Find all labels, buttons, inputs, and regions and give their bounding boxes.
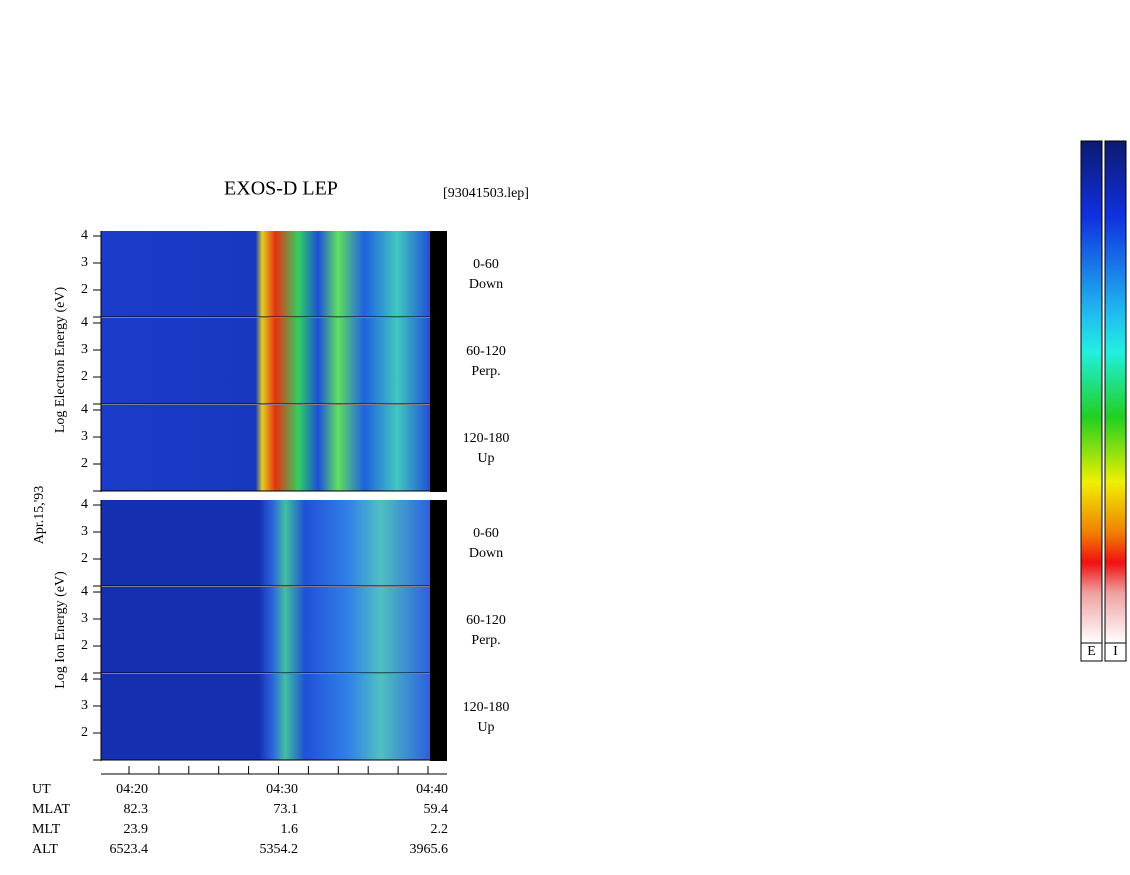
y-tick-label: 2 (81, 369, 88, 384)
row-label: ALT (32, 842, 58, 857)
row-value: 2.2 (431, 822, 449, 837)
panel-range: 0-60 (473, 257, 499, 272)
panel-range: 60-120 (466, 344, 506, 359)
color-bar-label-box (1080, 642, 1103, 662)
y-tick-label: 4 (81, 671, 88, 686)
y-tick-label: 2 (81, 456, 88, 471)
row-value: 82.3 (124, 802, 149, 817)
row-value: 3965.6 (410, 842, 449, 857)
y-tick-label: 3 (81, 611, 88, 626)
panel-direction: Down (469, 546, 503, 561)
color-bar-label-box (1104, 642, 1127, 662)
row-value: 04:40 (416, 782, 448, 797)
y-tick-label: 2 (81, 551, 88, 566)
file-name: [93041503.lep] (443, 186, 529, 201)
y-tick-label: 3 (81, 342, 88, 357)
spectrogram-panel (101, 405, 430, 491)
color-bar-label: E (1087, 644, 1096, 659)
row-value: 6523.4 (110, 842, 149, 857)
panel-direction: Down (469, 277, 503, 292)
spectrogram-panel (101, 500, 430, 586)
date: Apr.15,'93 (32, 486, 47, 545)
y-tick-label: 4 (81, 315, 88, 330)
row-value: 04:30 (266, 782, 298, 797)
row-label: UT (32, 782, 51, 797)
y-axis-label: Log Electron Energy (eV) (53, 287, 68, 434)
panel-direction: Up (477, 451, 494, 466)
black-strip (430, 231, 447, 492)
y-tick-label: 2 (81, 638, 88, 653)
panel-direction: Perp. (471, 633, 500, 648)
row-value: 23.9 (124, 822, 149, 837)
y-tick-label: 4 (81, 228, 88, 243)
row-value: 1.6 (281, 822, 299, 837)
spectrogram-panel (101, 587, 430, 673)
title: EXOS-D LEP (224, 178, 338, 200)
panel-range: 120-180 (463, 431, 510, 446)
y-tick-label: 2 (81, 725, 88, 740)
row-value: 04:20 (116, 782, 148, 797)
panel-direction: Up (477, 720, 494, 735)
black-strip (430, 500, 447, 761)
panel-direction: Perp. (471, 364, 500, 379)
color-bar-label: I (1113, 644, 1118, 659)
panel-range: 0-60 (473, 526, 499, 541)
y-tick-label: 3 (81, 429, 88, 444)
y-tick-label: 4 (81, 497, 88, 512)
spectrogram-panel (101, 231, 430, 317)
color-bar (1080, 140, 1103, 644)
y-axis-label: Log Ion Energy (eV) (53, 571, 68, 689)
y-tick-label: 3 (81, 698, 88, 713)
row-value: 5354.2 (260, 842, 299, 857)
panel-range: 120-180 (463, 700, 510, 715)
panel-range: 60-120 (466, 613, 506, 628)
y-tick-label: 3 (81, 524, 88, 539)
y-tick-label: 4 (81, 584, 88, 599)
y-tick-label: 4 (81, 402, 88, 417)
row-value: 59.4 (424, 802, 449, 817)
color-bar (1104, 140, 1127, 644)
spectrogram-panel (101, 674, 430, 760)
y-tick-label: 2 (81, 282, 88, 297)
spectrogram-panel (101, 318, 430, 404)
y-tick-label: 3 (81, 255, 88, 270)
row-label: MLT (32, 822, 61, 837)
row-value: 73.1 (274, 802, 299, 817)
row-label: MLAT (32, 802, 71, 817)
